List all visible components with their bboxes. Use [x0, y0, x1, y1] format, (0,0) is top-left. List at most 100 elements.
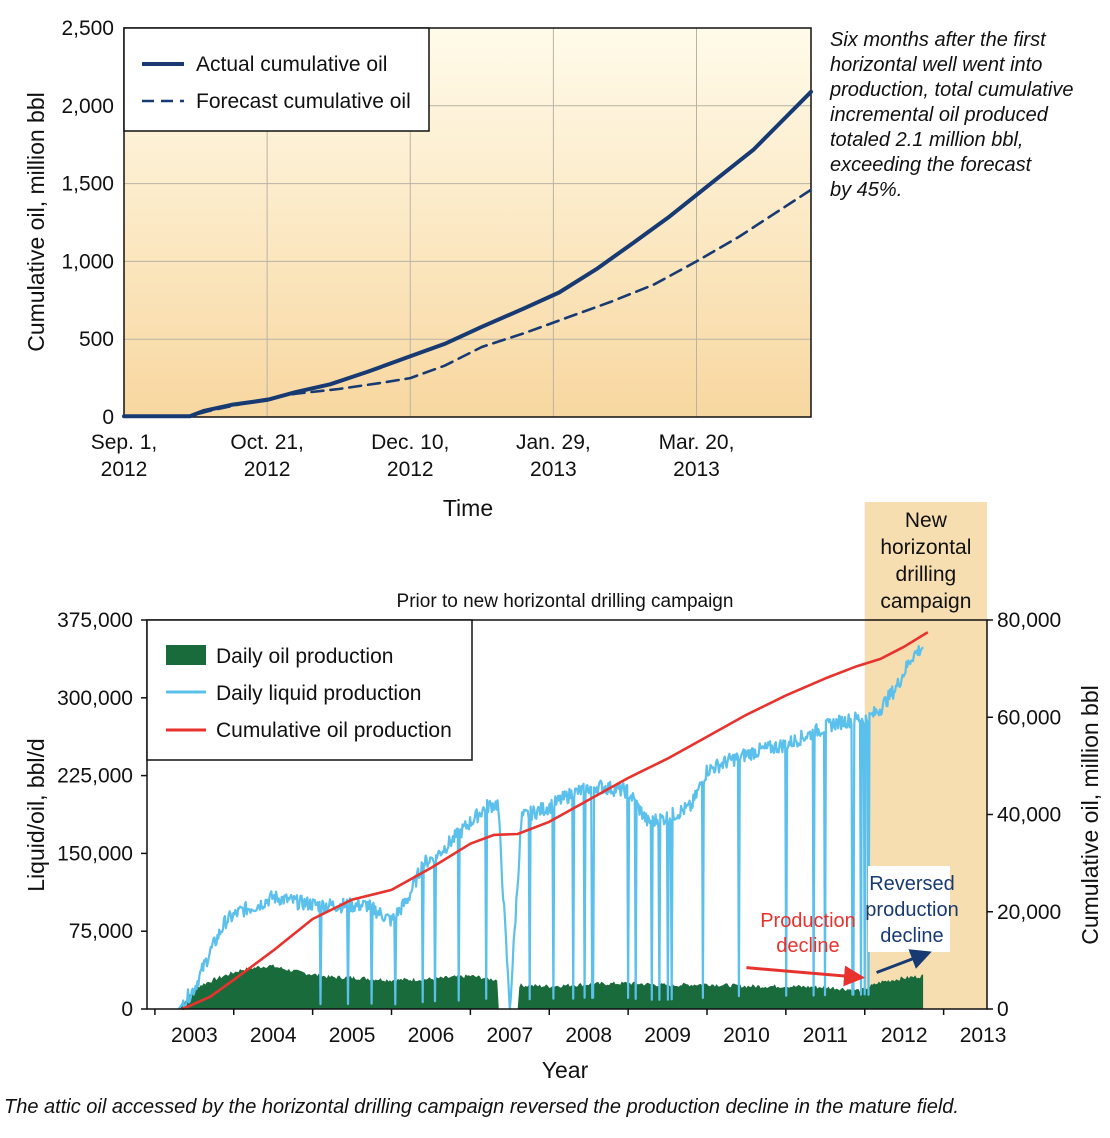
y-tick-label-line: 0 [121, 998, 133, 1021]
x-tick-label: 2006 [408, 1024, 455, 1047]
y-tick-label-line: 1,000 [61, 250, 114, 273]
y2-axis-title: Cumulative oil, million bbl [1077, 685, 1103, 945]
legend-label: Daily oil production [216, 645, 393, 668]
y-tick-label: 75,000 [69, 920, 133, 943]
x-tick-label: Dec. 10, 2012 [371, 431, 449, 481]
reversed-decline-label-line: Reversed [869, 873, 955, 895]
x-tick-label-line: 2008 [565, 1024, 612, 1047]
y2-tick-label: 80,000 [997, 609, 1061, 632]
y-tick-label: 0 [102, 406, 114, 429]
y2-axis-title-line: Cumulative oil, million bbl [1077, 685, 1103, 945]
y-tick-label: 0 [121, 998, 133, 1021]
y2-tick-label: 60,000 [997, 706, 1061, 729]
y2-tick-label-line: 40,000 [997, 804, 1061, 827]
y-axis-title-line: Cumulative oil, million bbl [23, 92, 49, 352]
x-tick-label-line: 2007 [486, 1024, 533, 1047]
production-decline-label: Production decline [760, 910, 856, 957]
x-tick-label-line: 2013 [530, 458, 577, 481]
campaign-band-label-line: drilling [896, 563, 957, 586]
y-tick-label-line: 2,500 [61, 17, 114, 40]
x-tick-label-line: 2012 [387, 458, 434, 481]
campaign-band-label: New horizontal drilling campaign [880, 509, 971, 613]
y-tick-label-line: 2,000 [61, 95, 114, 118]
legend-label: Cumulative oil production [216, 719, 452, 742]
y-tick-label-line: 1,500 [61, 173, 114, 196]
x-tick-label-line: 2006 [408, 1024, 455, 1047]
x-tick-label: 2010 [723, 1024, 770, 1047]
actual-cumulative-oil-line [122, 89, 813, 419]
x-tick-label-line: 2013 [673, 458, 720, 481]
x-tick-label-line: Oct. 21, [230, 431, 304, 454]
x-axis-title-line: Time [443, 495, 493, 521]
y-tick-label-line: 500 [79, 328, 114, 351]
x-tick-label: 2013 [960, 1024, 1007, 1047]
reversed-decline-label-line: production [865, 899, 958, 921]
y2-tick-label-line: 60,000 [997, 706, 1061, 729]
campaign-band-label-line: horizontal [880, 536, 971, 559]
x-tick-label-line: 2012 [244, 458, 291, 481]
x-tick-label: 2004 [250, 1024, 297, 1047]
y-tick-label: 300,000 [57, 687, 133, 710]
x-tick-label: 2009 [644, 1024, 691, 1047]
x-tick-label: 2007 [486, 1024, 533, 1047]
y-tick-label-line: 150,000 [57, 842, 133, 865]
legend-label-line: Daily oil production [216, 645, 393, 668]
y2-tick-label-line: 0 [997, 998, 1009, 1021]
legend-label-line: Actual cumulative oil [196, 53, 387, 76]
legend-box [123, 27, 430, 132]
x-tick-label: 2008 [565, 1024, 612, 1047]
legend: Daily oil production Daily liquid product… [146, 619, 473, 761]
x-tick-label-line: Jan. 29, [516, 431, 591, 454]
campaign-band-label-line: campaign [880, 590, 971, 613]
reversed-decline-label-line: decline [880, 925, 943, 947]
y-axis-title: Liquid/oil, bbl/d [23, 738, 49, 891]
cumulative-oil-production-line [181, 631, 929, 1011]
y-tick-label: 500 [79, 328, 114, 351]
campaign-band-label-line: New [905, 509, 948, 532]
reversed-decline-label: Reversed production decline [865, 873, 958, 947]
y2-tick-label: 40,000 [997, 804, 1061, 827]
legend-label-line: Daily liquid production [216, 682, 421, 705]
production-decline-arrow [746, 965, 865, 987]
chart-title: Prior to new horizontal drilling campaig… [397, 591, 734, 612]
y-tick-label-line: 75,000 [69, 920, 133, 943]
y-tick-label: 375,000 [57, 609, 133, 632]
x-tick-label-line: 2013 [960, 1024, 1007, 1047]
plot-frame [123, 27, 812, 418]
y-tick-label: 2,500 [61, 17, 114, 40]
x-tick-label-line: 2003 [171, 1024, 218, 1047]
x-tick-label-line: 2004 [250, 1024, 297, 1047]
x-tick-label-line: 2011 [803, 1024, 848, 1047]
legend-label: Daily liquid production [216, 682, 421, 705]
y-tick-label: 1,500 [61, 173, 114, 196]
production-history-chart: New horizontal drilling campaign Prior to ne… [23, 502, 1103, 1083]
production-decline-label-line: Production [760, 910, 856, 932]
y2-tick-label: 0 [997, 998, 1009, 1021]
y-tick-label: 225,000 [57, 765, 133, 788]
figure-caption: The attic oil accessed by the horizontal… [4, 1096, 959, 1118]
y-tick-label: 1,000 [61, 250, 114, 273]
x-tick-label: Sep. 1, 2012 [91, 431, 158, 481]
legend: Actual cumulative oil Forecast cumulative… [123, 27, 430, 132]
legend-label-line: Cumulative oil production [216, 719, 452, 742]
x-tick-label-line: 2012 [101, 458, 148, 481]
y2-tick-label-line: 80,000 [997, 609, 1061, 632]
x-axis-title-line: Year [542, 1057, 589, 1083]
y2-tick-label: 20,000 [997, 901, 1061, 924]
y-tick-label-line: 375,000 [57, 609, 133, 632]
chart-annotation-note: Six months after the first horizontal we… [830, 29, 1074, 201]
legend-box [146, 619, 473, 761]
daily-liquid-production-line [177, 645, 924, 1009]
x-tick-label: Oct. 21, 2012 [230, 431, 304, 481]
legend-label: Forecast cumulative oil [196, 90, 411, 113]
x-tick-label: 2012 [881, 1024, 928, 1047]
x-axis-title: Time [443, 495, 493, 521]
production-decline-label-line: decline [776, 935, 839, 957]
reversed-decline-arrow [876, 949, 932, 974]
x-tick-label-line: Sep. 1, [91, 431, 158, 454]
x-tick-label-line: Mar. 20, [659, 431, 735, 454]
x-tick-label-line: 2010 [723, 1024, 770, 1047]
reversed-decline-label-bg [868, 866, 950, 952]
x-tick-label: Jan. 29, 2013 [516, 431, 591, 481]
